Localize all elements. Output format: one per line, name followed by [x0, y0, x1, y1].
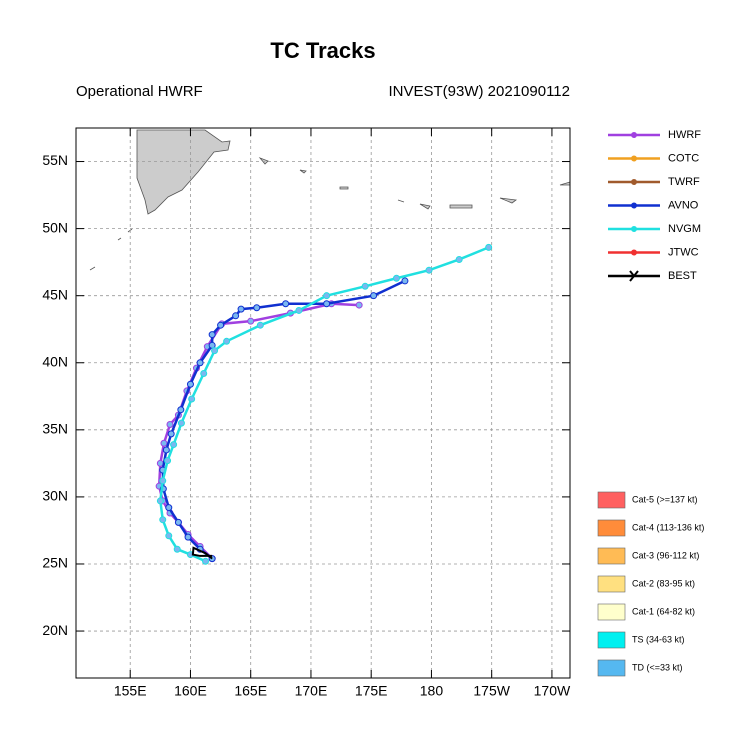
track-point — [202, 557, 210, 565]
y-tick-label: 30N — [42, 488, 68, 504]
legend-label: NVGM — [668, 223, 701, 235]
intensity-label: Cat-1 (64-82 kt) — [632, 606, 695, 616]
x-tick-label: 165E — [234, 683, 267, 699]
intensity-swatch — [597, 603, 626, 621]
land — [89, 129, 571, 271]
track-point — [323, 300, 331, 308]
legend-label: AVNO — [668, 199, 699, 211]
y-tick-label: 50N — [42, 219, 68, 235]
track-point — [196, 359, 204, 367]
intensity-swatch — [597, 659, 626, 677]
x-tick-label: 170E — [295, 683, 328, 699]
x-tick-label: 160E — [174, 683, 207, 699]
track-point — [282, 300, 290, 308]
y-tick-label: 40N — [42, 353, 68, 369]
track-point — [253, 304, 261, 312]
track-point — [177, 406, 185, 414]
track-point — [392, 274, 400, 282]
track-point — [237, 305, 245, 313]
track-point — [217, 321, 225, 329]
legend-marker — [631, 249, 637, 256]
track-point — [156, 497, 164, 505]
track-point — [159, 477, 167, 485]
track-point — [186, 380, 194, 388]
intensity-swatch — [597, 491, 626, 509]
track-point — [208, 331, 216, 339]
track-point — [455, 255, 463, 263]
intensity-swatch — [597, 575, 626, 593]
track-point — [165, 532, 173, 540]
y-tick-label: 45N — [42, 286, 68, 302]
track-point — [188, 395, 196, 403]
track-line — [161, 279, 406, 560]
legend-label: COTC — [668, 152, 699, 164]
legend-label: HWRF — [668, 129, 701, 141]
track-line — [157, 302, 360, 560]
y-tick-label: 25N — [42, 555, 68, 571]
track-line — [191, 546, 213, 560]
track-point — [232, 312, 240, 320]
track-point — [485, 243, 493, 251]
track-point — [159, 516, 167, 524]
plot-frame — [75, 127, 571, 679]
track-point — [256, 321, 264, 329]
track-point — [160, 439, 168, 447]
track-point — [166, 420, 174, 428]
track-point — [247, 317, 255, 325]
track-point — [370, 292, 378, 300]
chart-title: TC Tracks — [270, 38, 375, 63]
legend-marker — [631, 132, 637, 138]
track-point — [361, 282, 369, 290]
intensity-label: Cat-5 (>=137 kt) — [632, 494, 698, 504]
x-tick-label: 175W — [473, 683, 510, 699]
track-point — [211, 347, 219, 355]
intensity-label: Cat-3 (96-112 kt) — [632, 550, 699, 560]
legend-label: JTWC — [668, 246, 699, 258]
intensity-label: Cat-4 (113-136 kt) — [632, 522, 704, 532]
track-point — [323, 292, 331, 300]
subtitle-right: INVEST(93W) 2021090112 — [389, 83, 571, 100]
intensity-label: TD (<=33 kt) — [632, 662, 683, 672]
subtitle-left: Operational HWRF — [76, 83, 203, 100]
track-point — [425, 266, 433, 274]
legend-marker — [631, 202, 637, 209]
track-point — [173, 545, 181, 553]
legend-label: TWRF — [668, 176, 700, 188]
track-point — [200, 369, 208, 377]
y-tick-label: 20N — [42, 622, 68, 638]
track-point — [162, 446, 170, 454]
intensity-swatch — [597, 547, 626, 565]
intensity-swatch — [597, 631, 626, 649]
track-point — [164, 457, 172, 465]
track-point — [177, 419, 185, 427]
x-tick-label: 155E — [114, 683, 147, 699]
legend-marker — [631, 155, 637, 162]
track-point — [223, 337, 231, 345]
track-point — [174, 518, 182, 526]
x-tick-label: 180 — [420, 683, 444, 699]
track-point — [355, 301, 363, 309]
track-point — [165, 504, 173, 512]
intensity-label: Cat-2 (83-95 kt) — [632, 578, 695, 588]
track-point — [167, 430, 175, 438]
legend-label: BEST — [668, 270, 697, 282]
x-tick-label: 175E — [355, 683, 388, 699]
legend-marker — [631, 226, 637, 232]
intensity-swatch — [597, 519, 626, 537]
track-point — [401, 277, 409, 285]
y-tick-label: 55N — [42, 152, 68, 168]
track-point — [295, 306, 303, 314]
track-line — [159, 246, 490, 563]
y-tick-label: 35N — [42, 421, 68, 437]
intensity-label: TS (34-63 kt) — [632, 634, 685, 644]
track-point — [170, 441, 178, 449]
track-point — [184, 533, 192, 541]
x-tick-label: 170W — [534, 683, 571, 699]
legend-marker — [631, 179, 637, 185]
legend-marker — [629, 270, 639, 282]
